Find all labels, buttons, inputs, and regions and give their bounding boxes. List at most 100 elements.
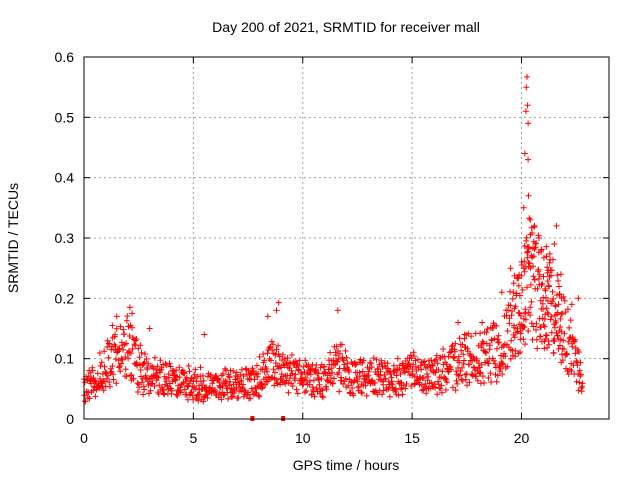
data-point <box>85 373 92 380</box>
data-point <box>134 362 141 369</box>
data-point <box>260 351 267 358</box>
data-point <box>520 204 527 211</box>
data-point <box>384 360 391 367</box>
data-point <box>557 324 564 330</box>
y-tick-label: 0.6 <box>55 49 75 65</box>
data-point <box>409 372 415 379</box>
data-point <box>119 356 126 363</box>
y-axis-label: SRMTID / TECUs <box>5 183 21 293</box>
data-point <box>166 360 173 367</box>
data-point <box>113 325 120 332</box>
data-point <box>572 336 578 343</box>
data-point <box>123 340 130 347</box>
data-point <box>94 370 101 377</box>
data-point <box>518 272 525 279</box>
data-point <box>420 375 427 381</box>
data-point <box>97 375 104 382</box>
data-point <box>176 364 183 371</box>
data-point <box>282 380 289 387</box>
data-point <box>292 371 299 378</box>
data-point <box>235 394 242 401</box>
data-point <box>517 330 524 337</box>
data-point <box>261 357 268 364</box>
data-point <box>174 392 181 399</box>
data-point <box>313 362 320 369</box>
data-point <box>544 264 551 271</box>
data-point <box>505 307 512 314</box>
data-point <box>541 345 548 352</box>
data-point <box>573 358 580 364</box>
data-point <box>530 263 536 270</box>
data-point <box>543 253 550 260</box>
data-point <box>289 383 296 389</box>
data-point <box>133 336 140 342</box>
data-point <box>528 298 535 305</box>
data-point <box>264 368 271 375</box>
data-point <box>499 371 506 378</box>
data-point <box>122 354 129 360</box>
data-point <box>190 396 197 403</box>
data-point <box>363 392 370 399</box>
data-point <box>414 356 421 363</box>
data-point <box>368 360 374 367</box>
data-point <box>292 377 298 384</box>
data-point <box>521 150 528 157</box>
data-point <box>533 336 540 343</box>
data-point <box>524 254 531 261</box>
data-point <box>508 337 515 344</box>
data-point <box>344 360 351 367</box>
data-point <box>413 368 420 374</box>
data-point <box>573 378 580 385</box>
data-point <box>485 374 492 381</box>
data-point <box>245 389 252 396</box>
data-point <box>173 367 180 374</box>
data-point <box>466 361 473 368</box>
data-point <box>308 365 315 372</box>
data-point <box>402 385 409 392</box>
data-point <box>451 348 458 355</box>
data-point <box>270 366 277 373</box>
data-point <box>117 323 124 330</box>
data-point <box>335 369 342 376</box>
data-point <box>442 387 449 393</box>
data-point <box>462 376 469 383</box>
data-point <box>493 378 500 385</box>
data-point <box>172 376 179 383</box>
data-point <box>112 331 119 338</box>
data-point <box>112 356 119 363</box>
data-point <box>487 370 494 377</box>
data-point <box>358 389 365 396</box>
data-point <box>113 313 120 320</box>
data-point <box>525 192 532 199</box>
data-point <box>397 371 404 377</box>
data-point <box>89 367 96 374</box>
data-point <box>359 390 365 397</box>
data-point <box>157 357 164 364</box>
data-point <box>296 362 302 369</box>
data-point <box>566 324 573 331</box>
data-point <box>272 369 278 376</box>
data-point <box>579 380 586 387</box>
data-point <box>445 369 452 375</box>
data-point <box>465 330 472 337</box>
data-point <box>340 381 347 387</box>
data-point <box>385 385 392 392</box>
data-point <box>433 356 439 363</box>
data-point <box>479 338 486 345</box>
data-point <box>572 350 579 357</box>
data-point <box>334 359 341 365</box>
data-point <box>279 357 286 364</box>
data-point <box>523 84 530 91</box>
data-point <box>408 383 415 390</box>
data-point <box>478 361 485 368</box>
data-point <box>116 364 122 371</box>
data-point <box>479 373 486 380</box>
data-point <box>346 369 352 375</box>
data-point <box>272 351 279 358</box>
data-point <box>524 73 530 80</box>
data-point <box>525 156 532 163</box>
data-point <box>147 387 154 394</box>
data-point <box>565 371 572 378</box>
data-point <box>331 375 337 382</box>
